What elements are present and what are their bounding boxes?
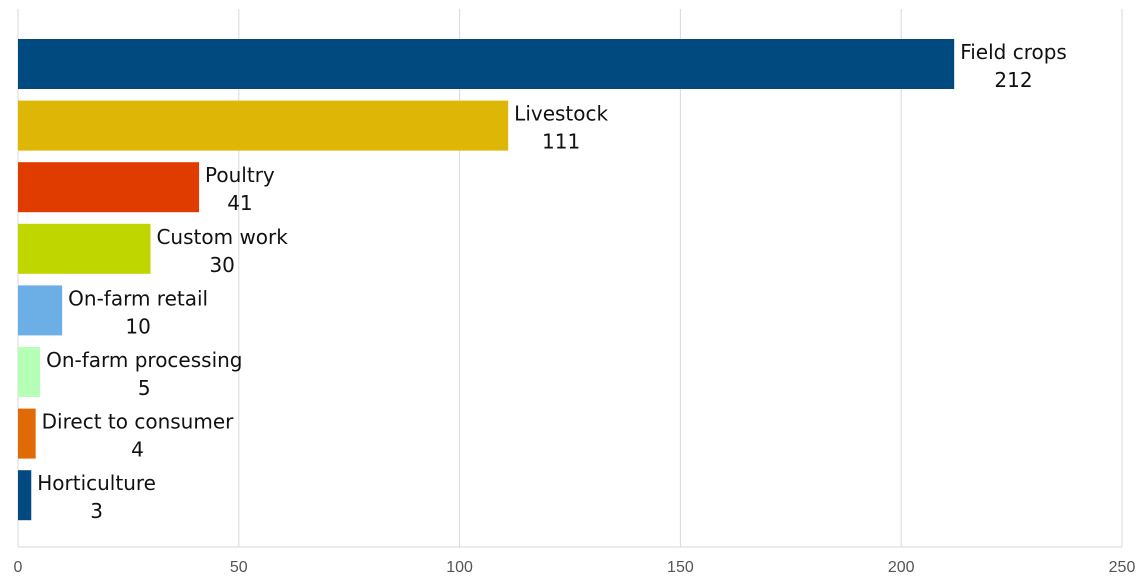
x-tick-label-200: 200 — [888, 559, 915, 576]
x-tick-label-100: 100 — [446, 559, 473, 576]
category-label: Poultry — [205, 163, 275, 187]
category-label: On-farm retail — [68, 286, 208, 310]
category-label: Direct to consumer — [42, 410, 234, 434]
value-label: 3 — [90, 499, 103, 523]
value-label: 4 — [131, 438, 144, 462]
x-axis: 0 50 100 150 200 250 — [14, 546, 1136, 576]
category-label: Livestock — [514, 102, 608, 126]
bar-labels: Field crops 212 Livestock 111 Poultry 41 Custo… — [37, 40, 1067, 523]
value-label: 212 — [994, 68, 1032, 92]
x-tick-label-150: 150 — [667, 559, 694, 576]
bars — [18, 39, 955, 521]
grid — [17, 9, 1123, 547]
bar-poultry — [18, 162, 200, 213]
value-label: 10 — [125, 314, 150, 338]
value-label: 30 — [209, 253, 234, 277]
bar-on-farm-processing — [18, 347, 41, 397]
bar-horticulture — [18, 470, 32, 521]
category-label: Horticulture — [37, 471, 156, 495]
category-label: On-farm processing — [46, 348, 242, 372]
bar-livestock — [18, 100, 509, 151]
x-tick-label-250: 250 — [1109, 559, 1136, 576]
x-tick-label-50: 50 — [230, 559, 248, 576]
value-label: 5 — [138, 376, 151, 400]
x-tick-label-0: 0 — [14, 559, 23, 576]
bar-field-crops — [18, 39, 955, 89]
bar-on-farm-retail — [18, 285, 63, 336]
value-label: 111 — [542, 130, 580, 154]
value-label: 41 — [227, 191, 252, 215]
category-label: Field crops — [960, 40, 1067, 64]
bar-custom-work — [18, 223, 151, 274]
bar-direct-to-consumer — [18, 408, 36, 459]
category-label: Custom work — [156, 225, 288, 249]
